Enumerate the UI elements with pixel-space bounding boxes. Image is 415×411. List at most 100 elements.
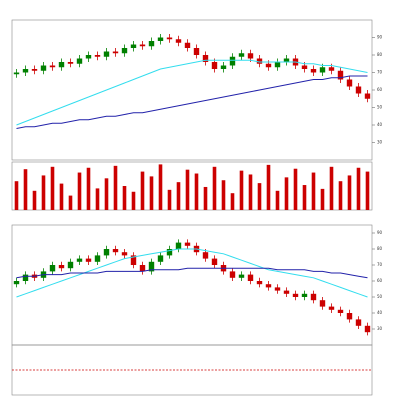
volume-bar xyxy=(14,181,19,210)
y-tick-label: 30 xyxy=(377,326,383,331)
volume-bar xyxy=(257,183,262,210)
volume-bar xyxy=(239,170,244,210)
candle-body xyxy=(220,65,227,69)
volume-bar xyxy=(248,174,253,210)
candle-body xyxy=(166,249,173,256)
candle-body xyxy=(355,86,362,94)
candle-body xyxy=(310,293,317,301)
candle-body xyxy=(274,287,281,291)
candle-body xyxy=(157,255,164,262)
volume-bar xyxy=(140,171,145,210)
y-tick-label: 90 xyxy=(377,35,383,40)
volume-bar xyxy=(185,169,190,210)
candle-body xyxy=(238,53,245,57)
volume-bar xyxy=(167,189,172,210)
y-tick-label: 60 xyxy=(377,278,383,283)
volume-bar xyxy=(320,188,325,210)
candle-body xyxy=(166,37,173,40)
candle-body xyxy=(274,62,281,68)
volume-bar xyxy=(95,188,100,210)
candle-body xyxy=(175,242,182,249)
candle-body xyxy=(121,252,128,256)
candle-body xyxy=(31,69,38,71)
price-frame xyxy=(11,19,373,161)
candle-body xyxy=(265,63,272,68)
volume-bar xyxy=(23,169,28,210)
candle-body xyxy=(13,72,20,75)
moving-average xyxy=(16,248,368,298)
volume-bar xyxy=(77,172,82,210)
candle-body xyxy=(364,93,371,99)
volume-bar xyxy=(284,177,289,210)
sub-frame xyxy=(11,161,373,211)
candle-body xyxy=(193,48,200,55)
y-tick-label: 40 xyxy=(377,310,383,315)
volume-bar xyxy=(293,168,298,210)
candle-body xyxy=(13,281,20,285)
candle-body xyxy=(184,42,191,48)
candle-body xyxy=(148,41,155,47)
y-tick-label: 50 xyxy=(377,294,383,299)
y-tick-label: 50 xyxy=(377,105,383,110)
volume-bar xyxy=(221,180,226,210)
y-tick-label: 70 xyxy=(377,262,383,267)
candle-body xyxy=(283,290,290,294)
candle-body xyxy=(85,55,92,59)
price-frame xyxy=(11,224,373,346)
candle-body xyxy=(67,261,74,269)
volume-bar xyxy=(230,193,235,210)
candle-body xyxy=(139,265,146,272)
candle-body xyxy=(130,44,137,48)
candle-body xyxy=(94,255,101,262)
candle-body xyxy=(139,44,146,47)
candle-body xyxy=(157,37,164,41)
candle-body xyxy=(346,313,353,320)
candle-body xyxy=(238,274,245,278)
volume-bar xyxy=(104,178,109,210)
candle-body xyxy=(76,58,83,64)
candle-body xyxy=(67,62,74,64)
candle-body xyxy=(337,309,344,313)
moving-average xyxy=(16,267,368,279)
volume-bar xyxy=(68,195,73,210)
candle-body xyxy=(247,53,254,59)
y-tick-label: 90 xyxy=(377,230,383,235)
candle-body xyxy=(229,56,236,66)
volume-bar xyxy=(113,165,118,210)
moving-average xyxy=(16,75,368,129)
candle-body xyxy=(184,242,191,246)
candle-body xyxy=(310,69,317,73)
candle-body xyxy=(355,319,362,326)
candle-body xyxy=(103,51,110,57)
volume-bar xyxy=(203,186,208,210)
candle-body xyxy=(94,55,101,57)
candle-body xyxy=(319,67,326,73)
candle-body xyxy=(85,258,92,262)
volume-bar xyxy=(59,183,64,210)
volume-bar xyxy=(266,164,271,210)
candle-body xyxy=(256,281,263,285)
moving-average xyxy=(16,59,368,126)
volume-bar xyxy=(275,190,280,210)
candle-body xyxy=(301,65,308,69)
volume-bar xyxy=(338,181,343,210)
volume-bar xyxy=(86,167,91,210)
candle-body xyxy=(229,271,236,278)
y-tick-label: 80 xyxy=(377,246,383,251)
volume-bar xyxy=(176,182,181,210)
candle-body xyxy=(292,293,299,297)
volume-bar xyxy=(329,166,334,210)
volume-bar xyxy=(311,172,316,210)
volume-bar xyxy=(149,176,154,210)
candle-body xyxy=(265,284,272,288)
volume-bar xyxy=(302,185,307,210)
candle-body xyxy=(49,65,56,68)
candle-body xyxy=(211,258,218,265)
candle-body xyxy=(283,58,290,62)
candle-body xyxy=(76,258,83,262)
candle-body xyxy=(121,48,128,54)
candle-body xyxy=(22,69,29,73)
candle-body xyxy=(130,255,137,265)
y-tick-label: 70 xyxy=(377,70,383,75)
y-tick-label: 60 xyxy=(377,87,383,92)
